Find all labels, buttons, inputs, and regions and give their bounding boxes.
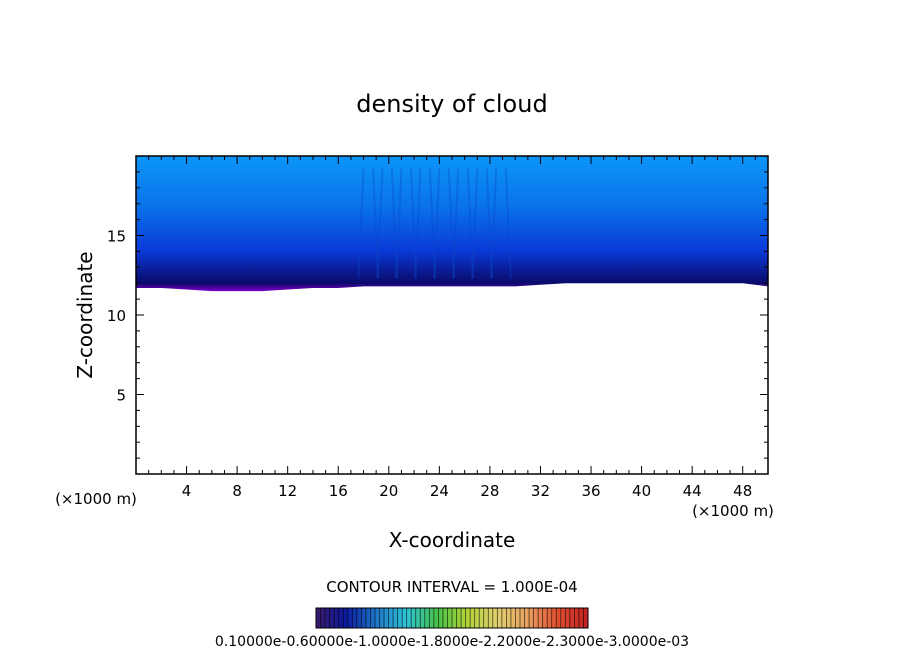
x-unit-label-right: (×1000 m)	[692, 502, 774, 520]
convective-streak	[471, 168, 479, 279]
convective-streak	[490, 168, 498, 279]
convective-streak	[395, 168, 403, 279]
x-tick-label: 48	[733, 482, 752, 500]
x-tick-label: 36	[581, 482, 600, 500]
y-tick-label: 10	[107, 307, 126, 325]
x-tick-label: 20	[379, 482, 398, 500]
convective-streak	[372, 168, 380, 279]
convective-streak	[414, 168, 422, 279]
x-unit-label-left: (×1000 m)	[55, 490, 137, 508]
y-axis-label: Z-coordinate	[73, 251, 97, 378]
convective-streaks	[357, 168, 512, 279]
plot-area	[135, 155, 769, 475]
y-tick-label: 5	[116, 387, 126, 405]
x-tick-label: 28	[480, 482, 499, 500]
colorbar	[315, 607, 589, 629]
convective-streak	[504, 168, 512, 279]
convective-streak	[376, 168, 384, 279]
colorbar-label: 0.10000e-0.60000e-1.0000e-1.8000e-2.2000…	[215, 634, 689, 650]
chart-title: density of cloud	[356, 90, 547, 118]
convective-streak	[485, 168, 493, 279]
x-tick-label: 8	[232, 482, 242, 500]
convective-streak	[466, 168, 474, 279]
contour-interval-label: CONTOUR INTERVAL = 1.000E-04	[326, 578, 577, 596]
x-tick-label: 40	[632, 482, 651, 500]
colorbar-frame	[315, 607, 589, 629]
x-tick-label: 32	[531, 482, 550, 500]
x-tick-label: 4	[182, 482, 192, 500]
x-axis: 4 8 12 16 20 24 28 32 36 40 44 48	[148, 156, 756, 500]
x-tick-label: 16	[329, 482, 348, 500]
x-tick-label: 24	[430, 482, 449, 500]
x-tick-label: 44	[683, 482, 702, 500]
y-tick-label: 15	[107, 228, 126, 246]
x-tick-label: 12	[278, 482, 297, 500]
cloud-density-field	[136, 156, 768, 292]
convective-streak	[452, 168, 460, 279]
convective-streak	[390, 168, 399, 279]
convective-streak	[357, 168, 365, 279]
convective-streak	[428, 168, 436, 279]
colorbar-stripes	[320, 608, 584, 628]
x-axis-label: X-coordinate	[389, 528, 516, 552]
convective-streak	[447, 168, 455, 279]
convective-streak	[409, 168, 417, 279]
convective-streak	[433, 168, 441, 279]
y-axis: 5 10 15	[107, 171, 768, 459]
